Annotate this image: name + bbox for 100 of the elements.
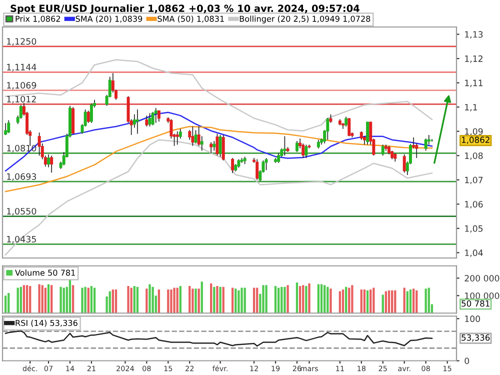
bar bbox=[133, 286, 136, 314]
candlestick bbox=[424, 138, 428, 152]
text: 53,336 bbox=[462, 334, 490, 342]
ref-line-label: 1,1144 bbox=[7, 64, 36, 72]
y-tick-label: 1,05 bbox=[465, 225, 483, 233]
bar bbox=[173, 288, 176, 314]
bar bbox=[108, 291, 111, 314]
bar bbox=[363, 290, 366, 314]
bar bbox=[4, 296, 7, 314]
bar bbox=[22, 285, 26, 314]
y-tick-label: 200 000 bbox=[464, 275, 500, 282]
bar bbox=[188, 286, 191, 314]
bar bbox=[412, 288, 415, 314]
bar bbox=[16, 288, 19, 314]
bar bbox=[338, 291, 342, 314]
candlestick bbox=[427, 134, 430, 146]
text: 1,0862 bbox=[462, 136, 490, 144]
bar bbox=[93, 288, 96, 314]
bar bbox=[68, 280, 72, 314]
candlestick bbox=[176, 130, 179, 146]
bar bbox=[252, 288, 256, 314]
bar bbox=[302, 285, 304, 314]
y-tick-label: 1,09 bbox=[465, 128, 483, 136]
bar bbox=[240, 288, 243, 314]
bar bbox=[406, 291, 408, 314]
bar bbox=[256, 288, 258, 314]
candlestick bbox=[38, 132, 41, 156]
legend-label: RSI (14) 53,336 bbox=[16, 320, 78, 327]
line-series bbox=[4, 126, 433, 192]
bar bbox=[360, 290, 362, 314]
bar bbox=[152, 286, 154, 314]
bar bbox=[90, 286, 93, 314]
bar bbox=[330, 288, 332, 314]
legend-label: Bollinger (20 2,5) 1,0949 1,0728 bbox=[240, 16, 370, 24]
candlestick bbox=[402, 154, 406, 174]
ref-line-label: 1,0693 bbox=[7, 173, 36, 181]
legend-label: SMA (20) 1,0839 bbox=[76, 16, 142, 23]
candlestick bbox=[216, 133, 219, 156]
bar bbox=[274, 286, 277, 314]
bar bbox=[298, 286, 302, 314]
bar bbox=[262, 285, 264, 314]
line-series bbox=[4, 330, 433, 347]
chart-title: Spot EUR/USD Journalier 1,0862 +0,03 % 10 avr. 2024, 09:57:04 bbox=[10, 4, 360, 14]
bar bbox=[388, 290, 390, 314]
candlestick bbox=[295, 140, 298, 152]
bar bbox=[280, 286, 283, 314]
candlestick bbox=[326, 118, 330, 140]
bar bbox=[409, 290, 412, 314]
candlestick bbox=[277, 152, 280, 164]
candlestick bbox=[136, 109, 139, 134]
bar bbox=[234, 288, 237, 314]
bar bbox=[213, 286, 216, 314]
bar bbox=[351, 285, 354, 314]
line-series bbox=[4, 59, 433, 132]
candlestick bbox=[283, 136, 286, 156]
candlestick bbox=[200, 136, 204, 152]
candlestick bbox=[7, 120, 10, 134]
bar bbox=[305, 286, 308, 314]
candlestick bbox=[47, 154, 50, 168]
text: 50 781 bbox=[462, 300, 490, 307]
bar bbox=[219, 286, 222, 314]
bar bbox=[200, 282, 203, 314]
ref-line-label: 1,1069 bbox=[7, 82, 36, 90]
bar bbox=[158, 290, 160, 314]
bar bbox=[130, 288, 132, 314]
candlestick bbox=[191, 126, 194, 146]
bar bbox=[391, 290, 394, 314]
bar bbox=[370, 290, 372, 314]
bar bbox=[424, 288, 427, 314]
bar bbox=[176, 288, 178, 314]
bar bbox=[114, 290, 118, 314]
y-tick-label: 1,07 bbox=[465, 176, 483, 184]
bar bbox=[320, 284, 323, 314]
y-tick-label: 1,06 bbox=[465, 201, 483, 208]
candlestick bbox=[86, 110, 90, 124]
bar bbox=[72, 285, 74, 314]
line-series bbox=[4, 112, 433, 172]
bar bbox=[167, 290, 170, 314]
candlestick bbox=[366, 121, 370, 146]
bar bbox=[8, 293, 10, 314]
legend-label: Prix 1,0862 bbox=[16, 16, 60, 23]
bar bbox=[170, 290, 172, 314]
bar bbox=[179, 286, 182, 314]
ref-line-label: 1,1250 bbox=[7, 38, 36, 46]
bar bbox=[210, 283, 212, 314]
candlestick bbox=[212, 140, 216, 152]
bar bbox=[384, 291, 388, 314]
bar bbox=[366, 290, 369, 314]
candlestick bbox=[304, 144, 308, 158]
bar bbox=[286, 285, 289, 314]
candlestick bbox=[157, 110, 160, 122]
bar bbox=[20, 286, 22, 314]
candlestick bbox=[256, 158, 259, 180]
bar bbox=[112, 290, 114, 314]
bar bbox=[278, 288, 280, 314]
bar bbox=[317, 284, 320, 314]
bar bbox=[29, 286, 32, 314]
bar bbox=[62, 288, 65, 314]
ref-line-label: 1,0550 bbox=[7, 208, 36, 216]
bar bbox=[87, 288, 90, 314]
